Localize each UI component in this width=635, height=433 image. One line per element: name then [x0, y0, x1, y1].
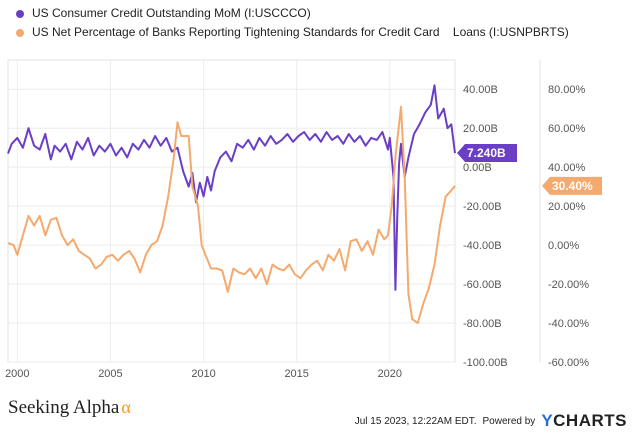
chart-legend: US Consumer Credit Outstanding MoM (I:US…	[8, 4, 569, 42]
left-axis-tick-label: -80.00B	[463, 318, 502, 330]
last-value-label: 7.240B	[467, 146, 506, 160]
right-axis-tick-label: 80.00%	[548, 84, 586, 96]
left-axis-tick-label: -40.00B	[463, 240, 502, 252]
x-axis-tick-label: 2015	[284, 368, 308, 380]
right-axis-tick-label: 20.00%	[548, 201, 586, 213]
right-axis-tick-label: 60.00%	[548, 123, 586, 135]
legend-item-bank-tightening[interactable]: US Net Percentage of Banks Reporting Tig…	[8, 23, 569, 42]
x-axis-tick-label: 2010	[191, 368, 215, 380]
legend-label: US Net Percentage of Banks Reporting Tig…	[32, 25, 569, 39]
left-axis-tick-label: 20.00B	[463, 123, 498, 135]
footer-attribution: Jul 15 2023, 12:22AM EDT. Powered by YCH…	[355, 411, 627, 431]
timestamp: Jul 15 2023, 12:22AM EDT.	[354, 415, 477, 427]
right-axis-tick-label: 0.00%	[548, 240, 579, 252]
legend-item-consumer-credit[interactable]: US Consumer Credit Outstanding MoM (I:US…	[8, 4, 569, 23]
left-axis-tick-label: -60.00B	[463, 279, 502, 291]
legend-color-dot	[16, 9, 24, 18]
legend-color-dot	[16, 28, 24, 37]
x-axis-tick-label: 2020	[378, 368, 402, 380]
x-axis-tick-label: 2000	[5, 368, 29, 380]
ycharts-logo-rest: CHARTS	[553, 411, 627, 430]
left-axis-tick-label: 0.00B	[463, 162, 492, 174]
last-value-tag	[542, 176, 602, 195]
powered-by-text: Powered by	[482, 415, 536, 427]
ycharts-logo-y: Y	[541, 411, 554, 430]
left-axis-tick-label: -100.00B	[463, 357, 508, 369]
last-value-tag	[457, 144, 517, 163]
last-value-label: 30.40%	[552, 179, 593, 193]
plot-frame	[7, 59, 456, 363]
legend-label: US Consumer Credit Outstanding MoM (I:US…	[32, 6, 311, 20]
ycharts-logo[interactable]: YCHARTS	[541, 411, 627, 431]
x-axis-tick-label: 2005	[98, 368, 122, 380]
right-axis-tick-label: 40.00%	[548, 162, 586, 174]
right-axis-tick-label: -40.00%	[548, 318, 589, 330]
series-line-bank-tightening	[7, 105, 456, 324]
series-line-consumer-credit	[7, 84, 456, 291]
alpha-symbol: α	[121, 397, 131, 417]
right-axis-tick-label: -20.00%	[548, 279, 589, 291]
brand-name: Seeking Alpha	[8, 397, 120, 418]
right-axis-tick-label: -60.00%	[548, 357, 589, 369]
left-axis-tick-label: 40.00B	[463, 84, 498, 96]
seeking-alpha-logo: Seeking Alpha α	[8, 397, 131, 419]
left-axis-tick-label: -20.00B	[463, 201, 502, 213]
